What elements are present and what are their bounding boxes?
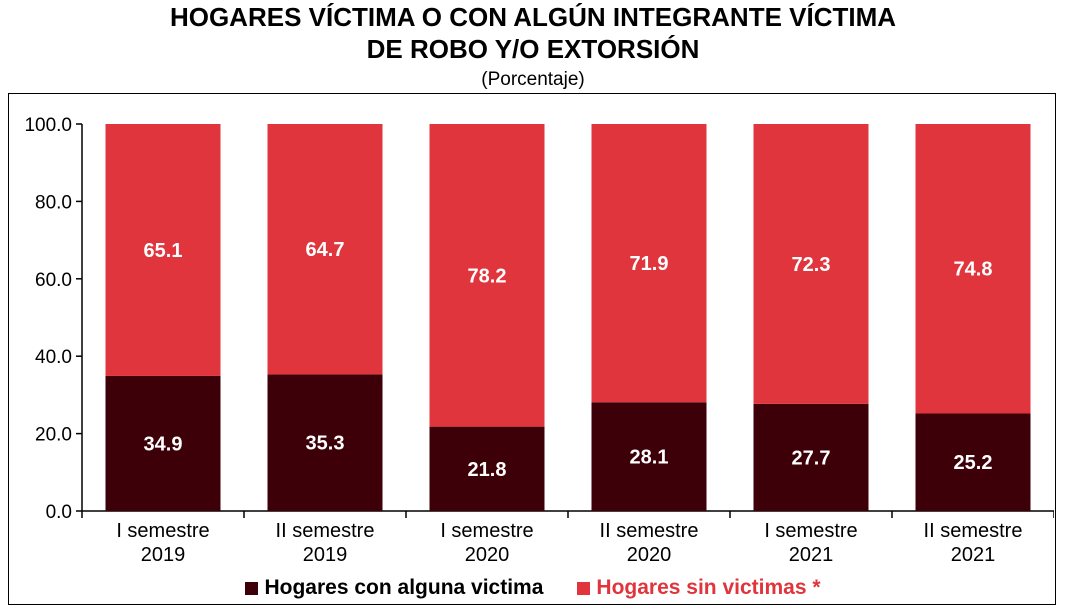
y-tick-label: 40.0: [35, 347, 72, 368]
bar-con-victima: [267, 374, 383, 511]
bar-sin-victimas: [105, 124, 221, 376]
x-tick-label: 2020: [465, 544, 510, 566]
bar-sin-victimas: [915, 124, 1031, 414]
x-tick-label: 2019: [303, 544, 348, 566]
data-label-sin-victimas: 71.9: [630, 253, 669, 275]
x-tick-label: I semestre: [764, 520, 857, 542]
x-tick-label: I semestre: [440, 520, 533, 542]
x-tick-label: 2021: [789, 544, 834, 566]
chart-title-line-2: DE ROBO Y/O EXTORSIÓN: [366, 34, 700, 64]
x-tick-label: 2019: [141, 544, 186, 566]
y-tick-label: 80.0: [35, 192, 72, 213]
x-tick-label: 2020: [627, 544, 672, 566]
data-label-con-victima: 34.9: [144, 433, 183, 455]
legend-swatch-sin-victimas: [577, 581, 591, 595]
y-tick-label: 100.0: [24, 115, 72, 136]
chart-title-line-1: HOGARES VÍCTIMA O CON ALGÚN INTEGRANTE V…: [169, 2, 897, 32]
y-tick-label: 0.0: [46, 502, 72, 523]
data-label-sin-victimas: 64.7: [306, 239, 345, 261]
legend-swatch-con-victima: [245, 581, 259, 595]
data-label-con-victima: 28.1: [630, 447, 669, 469]
chart-legend: Hogares con alguna victima Hogares sin v…: [0, 575, 1066, 601]
y-tick-label: 60.0: [35, 270, 72, 291]
bar-con-victima: [429, 426, 545, 511]
bar-sin-victimas: [591, 124, 707, 403]
chart-frame: 0.0 20.0 40.0 60.0 80.0 100.0 34.9 65.1 I semest…: [8, 93, 1056, 605]
bar-con-victima: [753, 403, 869, 511]
bar-con-victima: [915, 413, 1031, 511]
x-tick-label: I semestre: [116, 520, 209, 542]
data-label-con-victima: 27.7: [792, 447, 831, 469]
data-label-con-victima: 35.3: [306, 433, 345, 455]
y-tick-label: 20.0: [35, 425, 72, 446]
data-label-sin-victimas: 74.8: [954, 259, 993, 281]
chart-subtitle: (Porcentaje): [481, 69, 585, 90]
bar-sin-victimas: [429, 124, 545, 427]
bar-con-victima: [105, 375, 221, 511]
x-tick-label: II semestre: [924, 520, 1023, 542]
bar-sin-victimas: [753, 124, 869, 404]
bar-con-victima: [591, 402, 707, 511]
legend-label-sin-victimas: Hogares sin victimas *: [596, 576, 821, 599]
data-label-con-victima: 25.2: [954, 452, 993, 474]
x-tick-label: 2021: [951, 544, 996, 566]
x-tick-label: II semestre: [276, 520, 375, 542]
data-label-sin-victimas: 65.1: [144, 240, 183, 262]
legend-label-con-victima: Hogares con alguna victima: [264, 576, 544, 599]
data-label-sin-victimas: 78.2: [468, 265, 507, 287]
data-label-sin-victimas: 72.3: [792, 254, 831, 276]
legend-item-con-victima: Hogares con alguna victima: [245, 576, 543, 600]
x-tick-label: II semestre: [600, 520, 699, 542]
legend-item-sin-victimas: Hogares sin victimas *: [577, 576, 821, 600]
bar-sin-victimas: [267, 124, 383, 375]
data-label-con-victima: 21.8: [468, 459, 507, 481]
stacked-bar-chart: 0.0 20.0 40.0 60.0 80.0 100.0 34.9 65.1 I semest…: [24, 115, 1054, 566]
